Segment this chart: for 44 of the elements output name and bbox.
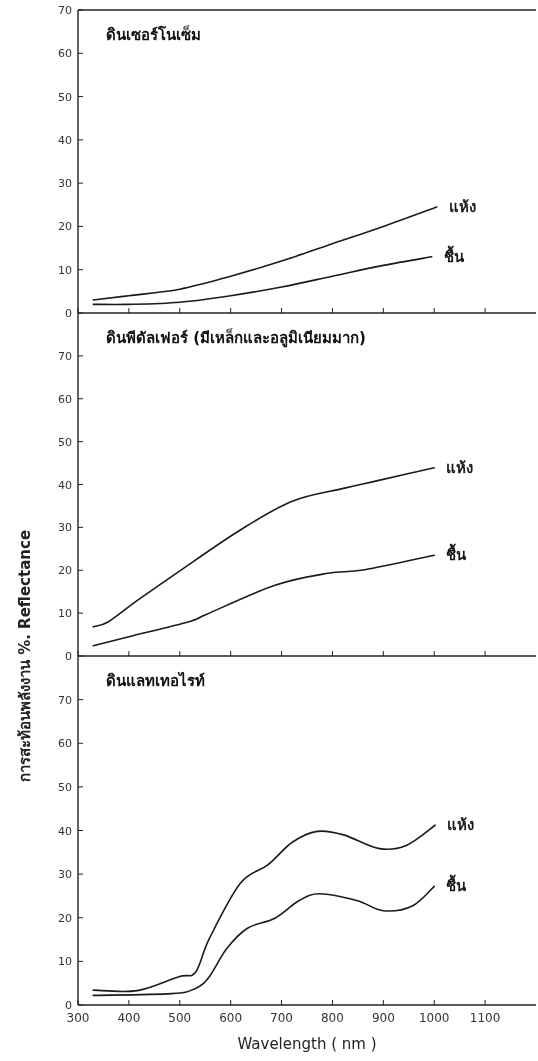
y-axis-title: การสะท้อนพลังงาน %. Reflectance [16,529,34,783]
y-tick-label: 70 [58,349,72,363]
y-tick-label: 70 [58,4,72,17]
y-tick-label: 40 [58,133,72,147]
x-tick-label: 800 [320,1011,344,1025]
y-tick-label: 30 [58,177,72,191]
x-tick-label: 1100 [469,1011,501,1025]
y-tick-label: 50 [58,780,72,794]
y-tick-label: 20 [58,220,72,234]
y-tick-label: 40 [58,824,72,838]
series-label: ชื้น [446,543,468,565]
series-label: ชื้น [443,244,465,266]
series-label: แห้ง [446,458,474,477]
y-tick-label: 70 [58,693,72,707]
y-tick-label: 50 [58,435,72,449]
text: ดินเซอร์โนเซ็ม [106,25,201,44]
x-tick-label: 400 [117,1011,141,1025]
y-tick-label: 20 [58,911,72,925]
y-tick-label: 60 [58,392,72,406]
y-tick-label: 10 [58,955,72,969]
y-tick-label: 30 [58,521,72,535]
x-tick-label: 600 [219,1011,243,1025]
y-tick-label: 60 [58,47,72,61]
text: ดินแลทเทอไรท์ [106,671,205,690]
y-tick-label: 10 [58,263,72,277]
y-tick-label: 20 [58,564,72,578]
y-tick-label: 10 [58,607,72,621]
x-tick-label: 500 [168,1011,192,1025]
series-label: แห้ง [448,197,476,216]
series-label: ชื้น [446,874,468,896]
text: ดินพีดัลเฟอร์ (มีเหล็กและอลูมิเนียมมาก) [106,328,366,348]
x-tick-label: 1000 [418,1011,450,1025]
y-tick-label: 0 [65,307,72,320]
y-tick-label: 40 [58,478,72,492]
y-tick-label: 50 [58,90,72,104]
x-tick-label: 300 [66,1011,90,1025]
y-tick-label: 60 [58,737,72,751]
y-tick-label: 30 [58,868,72,882]
x-axis-title: Wavelength ( nm ) [237,1035,377,1053]
y-tick-label: 0 [65,650,72,663]
x-tick-label: 900 [371,1011,395,1025]
x-tick-label: 700 [270,1011,294,1025]
y-tick-label: 0 [65,999,72,1012]
series-label: แห้ง [447,816,475,835]
